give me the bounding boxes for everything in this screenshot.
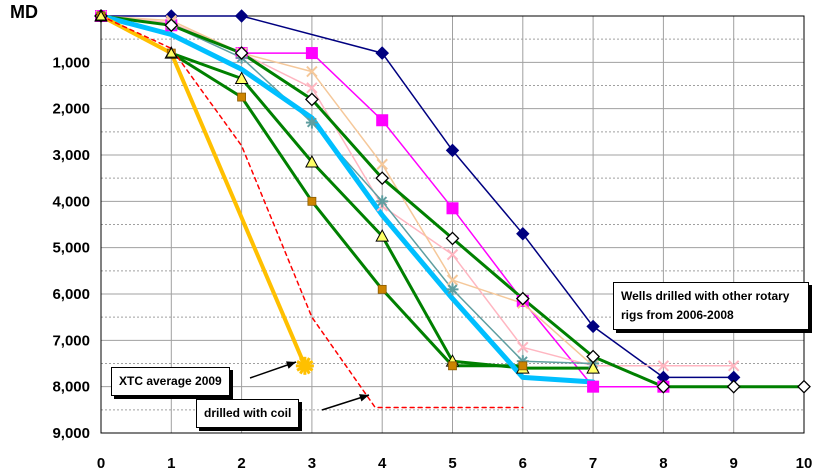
series-line-7 bbox=[99, 14, 595, 370]
y-tick-label: 9,000 bbox=[52, 425, 90, 442]
y-tick-label: 2,000 bbox=[52, 101, 90, 118]
series-line-5 bbox=[100, 15, 594, 365]
y-tick-label: 8,000 bbox=[52, 379, 90, 396]
annotation-drilled-with-coil-text: drilled with coil bbox=[204, 406, 292, 420]
x-tick-label: 10 bbox=[796, 455, 813, 470]
open-diamond-marker bbox=[726, 379, 741, 394]
x-marker bbox=[376, 158, 388, 170]
x-tick-label: 5 bbox=[448, 455, 456, 470]
triangle-marker bbox=[165, 47, 178, 58]
square-marker bbox=[446, 202, 459, 215]
triangle-marker bbox=[586, 361, 600, 374]
small-square-marker bbox=[237, 92, 247, 102]
coil-arrow bbox=[321, 394, 370, 411]
x-marker bbox=[517, 341, 529, 353]
square-marker bbox=[376, 114, 389, 127]
open-diamond-marker bbox=[164, 18, 179, 33]
xtc-arrow-head bbox=[286, 361, 296, 369]
x-tick-label: 8 bbox=[659, 455, 667, 470]
triangle-marker bbox=[375, 229, 390, 242]
x-marker bbox=[306, 82, 318, 94]
star-marker-stroke bbox=[377, 196, 388, 207]
x-marker-stroke bbox=[306, 82, 318, 94]
annotation-xtc-average-text: XTC average 2009 bbox=[119, 374, 222, 388]
diamond-marker bbox=[445, 143, 460, 158]
x-tick-labels: 0 1 2 3 4 5 6 7 8 9 10 bbox=[97, 455, 813, 470]
x-marker bbox=[446, 248, 459, 261]
small-square-marker bbox=[518, 361, 528, 371]
x-tick-label: 7 bbox=[589, 455, 597, 470]
diamond-marker bbox=[234, 9, 249, 23]
x-marker bbox=[657, 360, 670, 372]
triangle-marker bbox=[305, 154, 319, 168]
y-tick-label: 7,000 bbox=[52, 332, 90, 349]
small-square-marker bbox=[377, 284, 387, 294]
x-marker bbox=[306, 65, 318, 78]
series-line-10 bbox=[100, 15, 524, 409]
series-line-6 bbox=[98, 13, 596, 385]
annotation-drilled-with-coil: drilled with coil bbox=[196, 399, 300, 428]
diamond-marker bbox=[375, 46, 389, 60]
open-diamond-marker bbox=[656, 379, 671, 394]
x-tick-label: 2 bbox=[237, 455, 245, 470]
x-marker-stroke bbox=[306, 65, 318, 78]
annotation-arrows bbox=[249, 361, 370, 411]
open-diamond-marker bbox=[515, 291, 530, 306]
diamond-marker bbox=[586, 319, 600, 334]
markers-layer bbox=[94, 8, 811, 394]
x-marker-stroke bbox=[517, 341, 529, 353]
square-marker bbox=[305, 47, 318, 60]
annotation-xtc-average: XTC average 2009 bbox=[111, 367, 230, 396]
y-tick-label: 4,000 bbox=[52, 193, 90, 210]
open-diamond-marker bbox=[375, 171, 390, 186]
star-marker bbox=[305, 116, 318, 129]
annotation-rotary-rigs-text: Wells drilled with other rotary rigs fro… bbox=[621, 289, 790, 322]
x-marker-stroke bbox=[657, 360, 670, 372]
x-tick-label: 4 bbox=[378, 455, 387, 470]
plot-area-border bbox=[100, 15, 805, 434]
x-marker-stroke bbox=[376, 158, 388, 170]
open-diamond-marker bbox=[445, 231, 460, 246]
x-marker bbox=[446, 274, 459, 286]
series-line-4 bbox=[100, 15, 594, 367]
triangle-marker bbox=[234, 71, 249, 85]
x-tick-label: 1 bbox=[167, 455, 175, 470]
small-square-marker bbox=[448, 361, 457, 371]
diamond-marker bbox=[516, 227, 530, 241]
small-square-marker bbox=[307, 196, 317, 206]
x-marker-stroke bbox=[446, 274, 459, 286]
y-tick-label: 3,000 bbox=[52, 147, 90, 164]
x-tick-label: 3 bbox=[308, 455, 316, 470]
x-tick-label: 6 bbox=[519, 455, 527, 470]
xtc-end-marker bbox=[295, 356, 314, 375]
x-tick-label: 0 bbox=[97, 455, 105, 470]
open-diamond-marker bbox=[304, 92, 319, 107]
x-marker bbox=[727, 360, 740, 372]
x-marker-stroke bbox=[446, 248, 459, 261]
x-marker-stroke bbox=[727, 360, 740, 372]
annotation-rotary-rigs: Wells drilled with other rotary rigs fro… bbox=[613, 282, 809, 330]
y-tick-label: 1,000 bbox=[52, 54, 90, 71]
star-marker bbox=[446, 283, 459, 296]
xtc-end-marker-stroke bbox=[296, 360, 314, 372]
coil-arrow-head bbox=[359, 394, 369, 402]
y-axis-label: MD bbox=[10, 2, 38, 22]
y-tick-labels: 1,000 2,000 3,000 4,000 5,000 6,000 7,000 8,000… bbox=[52, 54, 90, 442]
x-tick-label: 9 bbox=[730, 455, 738, 470]
star-marker bbox=[376, 195, 389, 208]
triangle-marker bbox=[95, 9, 107, 21]
open-diamond-marker bbox=[797, 379, 811, 394]
xtc-arrow bbox=[249, 361, 297, 379]
star-marker-stroke bbox=[447, 284, 458, 295]
square-marker bbox=[587, 380, 600, 393]
star-marker-stroke bbox=[306, 117, 317, 128]
open-diamond-marker bbox=[234, 46, 249, 60]
y-tick-label: 6,000 bbox=[52, 286, 90, 303]
y-tick-label: 5,000 bbox=[52, 240, 90, 257]
